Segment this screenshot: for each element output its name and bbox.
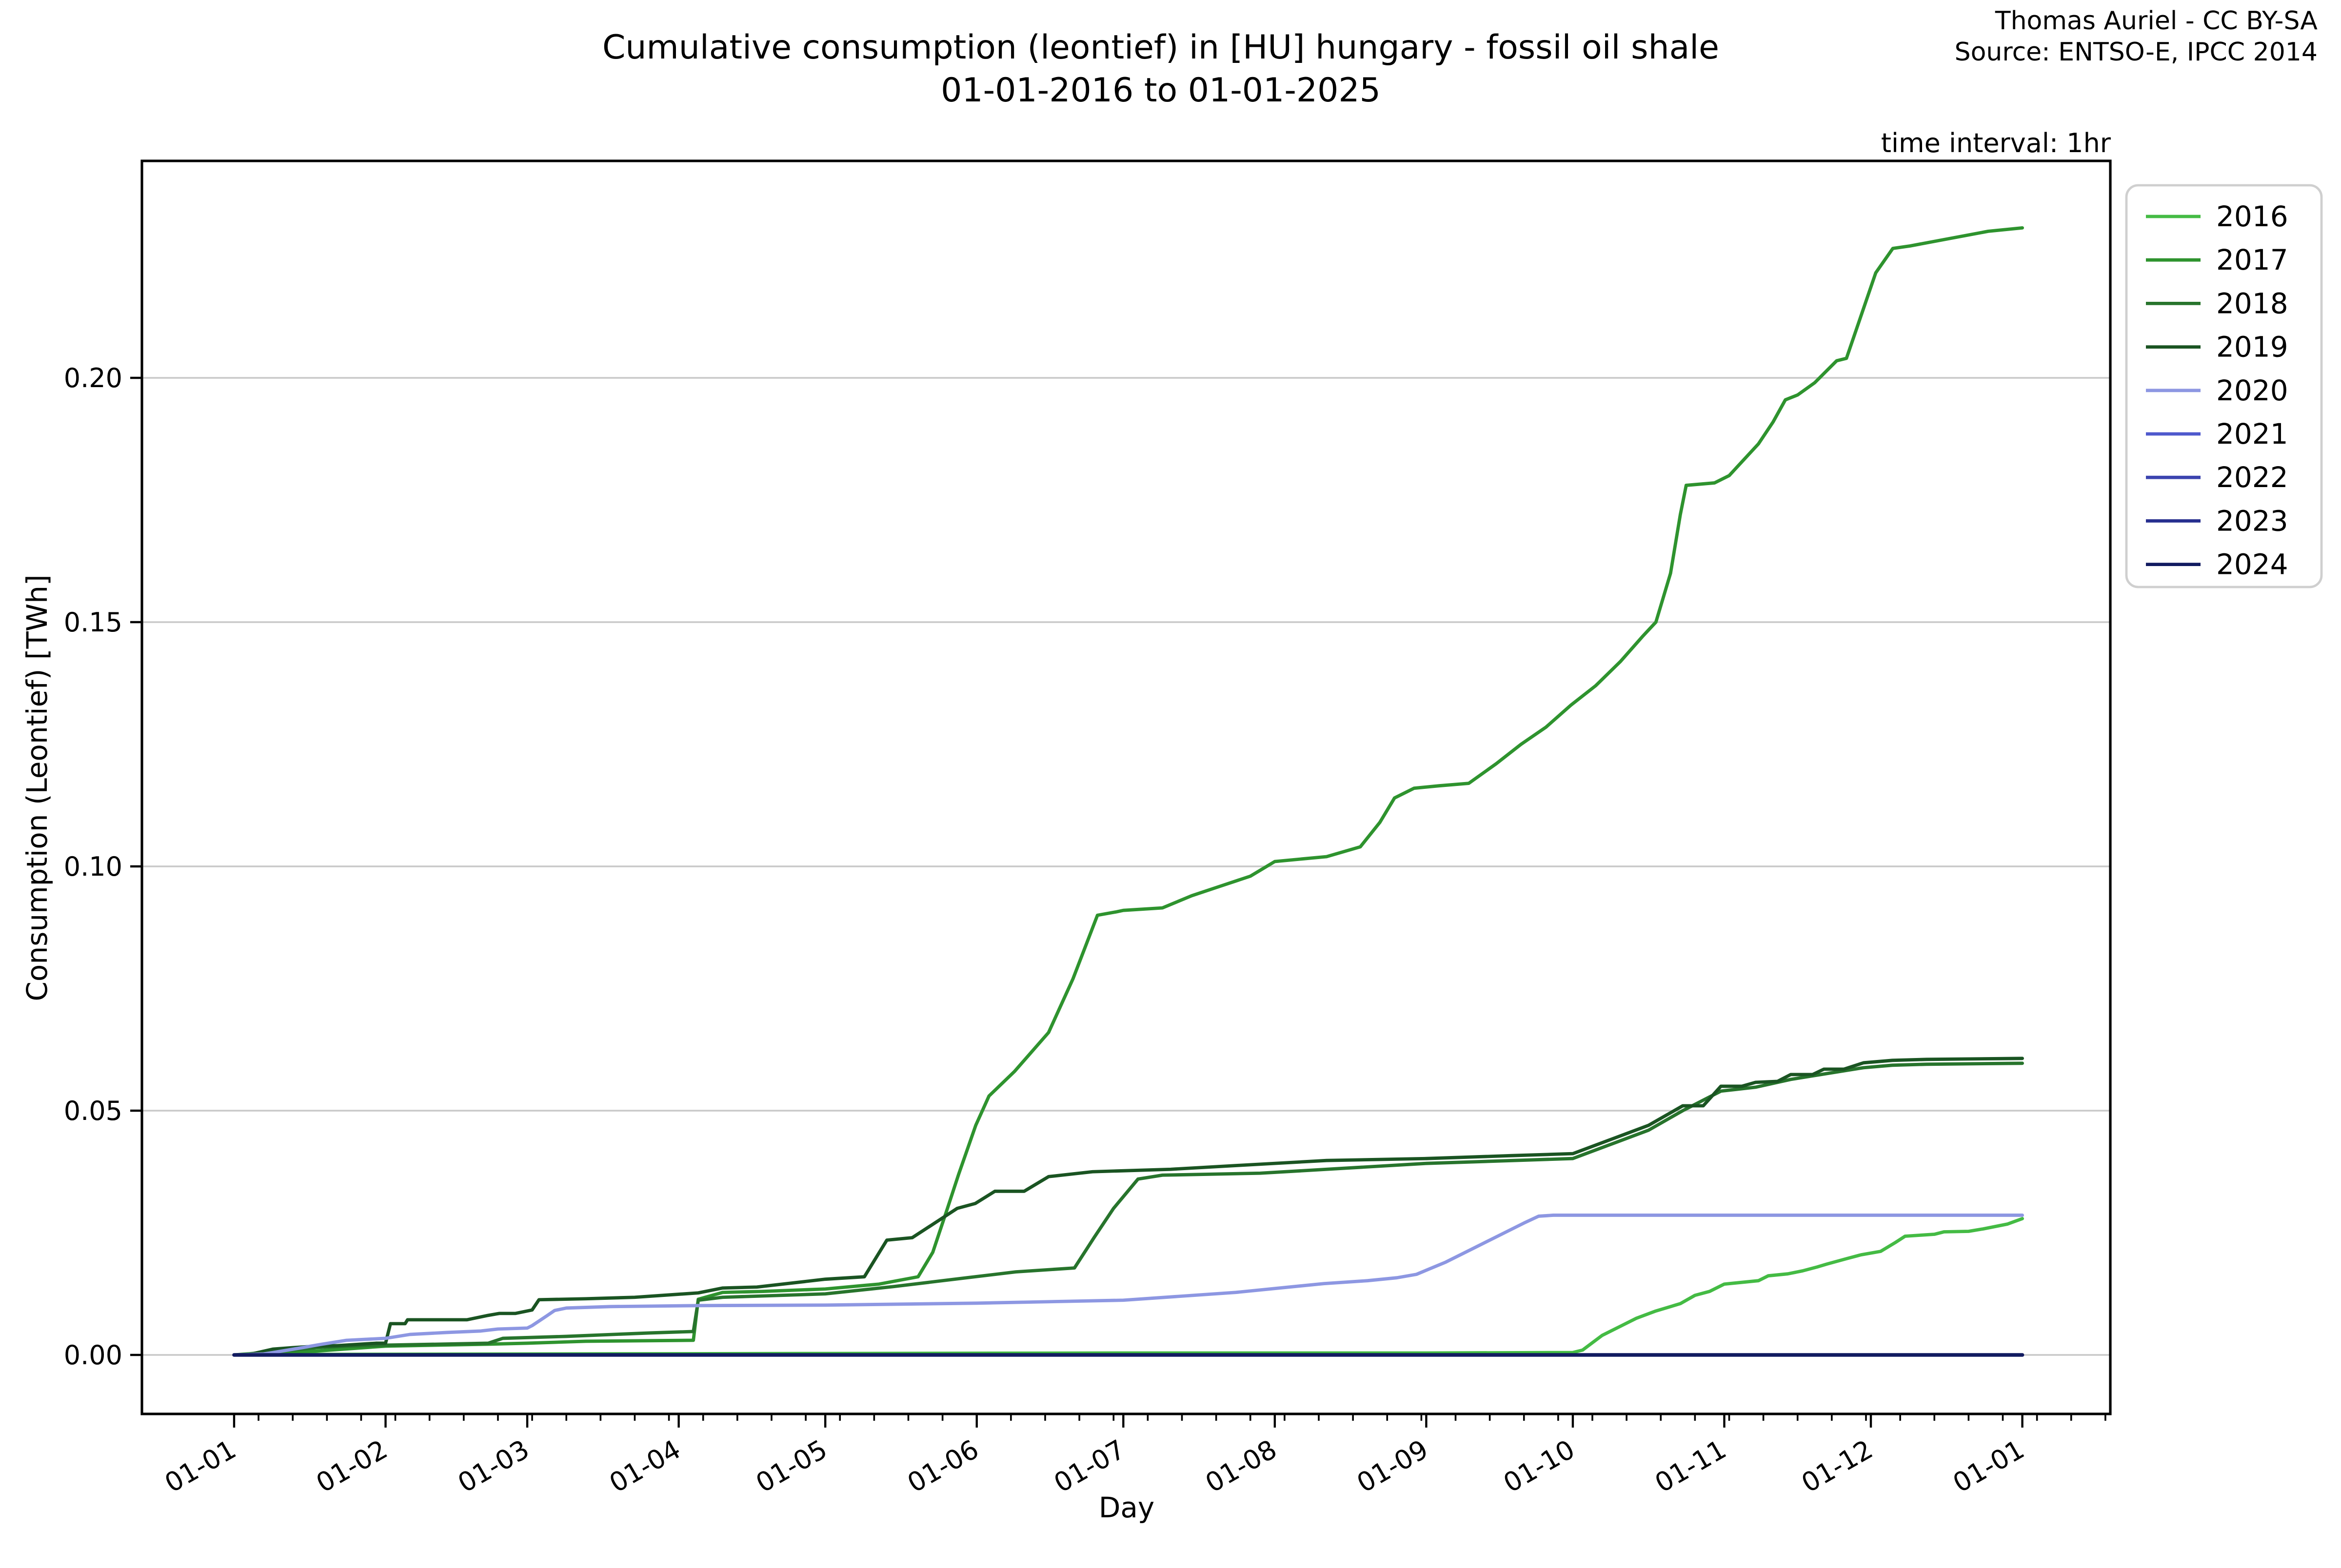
legend-label-2023: 2023 (2216, 504, 2288, 537)
y-tick-label-0.00: 0.00 (64, 1340, 122, 1371)
legend-label-2020: 2020 (2216, 374, 2288, 407)
series-line-2018 (232, 1061, 2024, 1357)
x-tick-label-10: 01-11 (1650, 1434, 1731, 1499)
plot-spines (140, 159, 2112, 1415)
x-tick-label-9: 01-10 (1498, 1434, 1580, 1499)
chart-title: Cumulative consumption (leontief) in [HU… (371, 27, 1951, 113)
legend-label-2021: 2021 (2216, 417, 2288, 451)
attribution-source: Source: ENTSO-E, IPCC 2014 (1954, 39, 2318, 68)
x-tick-label-1: 01-02 (311, 1434, 393, 1499)
y-tick-label-0.05: 0.05 (64, 1096, 122, 1126)
x-tick-label-2: 01-03 (453, 1434, 534, 1499)
x-tick-label-11: 01-12 (1796, 1434, 1878, 1499)
y-tick-label-0.15: 0.15 (64, 607, 122, 638)
series-line-2016 (232, 1217, 2024, 1357)
chart-title-line2: 01-01-2016 to 01-01-2025 (941, 72, 1381, 111)
series-line-2017 (232, 226, 2024, 1357)
x-tick-label-12: 01-01 (1948, 1434, 2029, 1499)
legend-label-2024: 2024 (2216, 548, 2288, 581)
y-axis-label: Consumption (Leontief) [TWh] (23, 574, 55, 1001)
x-tick-label-8: 01-09 (1351, 1434, 1433, 1499)
x-tick-label-6: 01-07 (1049, 1434, 1130, 1499)
attribution-author: Thomas Auriel - CC BY-SA (1995, 8, 2318, 37)
x-tick-label-0: 01-01 (159, 1434, 241, 1499)
legend-label-2016: 2016 (2216, 200, 2288, 233)
chart-title-line1: Cumulative consumption (leontief) in [HU… (602, 29, 1719, 68)
y-tick-label-0.10: 0.10 (64, 851, 122, 882)
y-tick-label-0.20: 0.20 (64, 363, 122, 393)
legend-label-2018: 2018 (2216, 287, 2288, 320)
attribution: Thomas Auriel - CC BY-SA Source: ENTSO-E… (1955, 8, 2318, 70)
legend-label-2022: 2022 (2216, 461, 2288, 494)
series-line-2020 (232, 1214, 2024, 1357)
x-axis-label: Day (1098, 1494, 1155, 1525)
x-tick-label-7: 01-08 (1200, 1434, 1282, 1499)
x-tick-label-3: 01-04 (604, 1434, 686, 1499)
time-interval-note: time interval: 1hr (1881, 129, 2111, 160)
series-line-2019 (232, 1057, 2024, 1357)
x-tick-label-5: 01-06 (902, 1434, 984, 1499)
legend-label-2017: 2017 (2216, 243, 2288, 276)
legend-label-2019: 2019 (2216, 331, 2288, 364)
x-tick-label-4: 01-05 (751, 1434, 832, 1499)
legend-box (2125, 184, 2323, 588)
